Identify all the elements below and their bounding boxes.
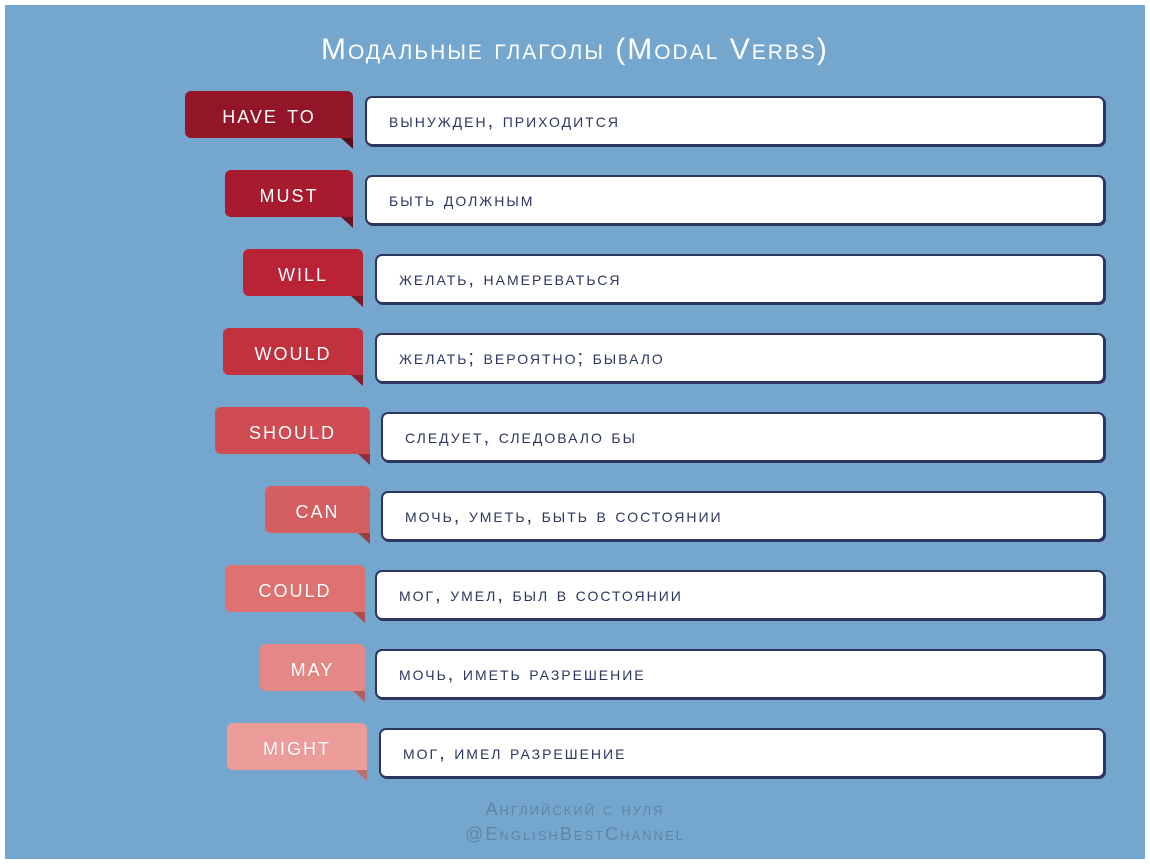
definition-bubble: мочь, уметь, быть в состоянии xyxy=(381,491,1105,541)
verb-row: желать; вероятно; бывало would xyxy=(165,328,1105,383)
tag-fold xyxy=(351,296,363,307)
tag-fold xyxy=(353,612,365,623)
definition-text: вынужден, приходится xyxy=(389,110,620,133)
rows-container: вынужден, приходится have to быть должным m… xyxy=(5,91,1145,778)
definition-bubble: желать, намереваться xyxy=(375,254,1105,304)
tag-fold xyxy=(358,533,370,544)
definition-text: желать, намереваться xyxy=(399,268,621,291)
verb-tag: could xyxy=(225,565,365,612)
definition-bubble: вынужден, приходится xyxy=(365,96,1105,146)
verb-row: быть должным must xyxy=(165,170,1105,225)
footer-line1: Английский с нуля xyxy=(5,797,1145,822)
tag-fold xyxy=(355,770,367,781)
footer: Английский с нуля @EnglishBestChannel xyxy=(5,797,1145,847)
verb-tag: would xyxy=(223,328,363,375)
verb-tag: might xyxy=(227,723,367,770)
verb-tag: must xyxy=(225,170,353,217)
verb-row: вынужден, приходится have to xyxy=(165,91,1105,146)
verb-tag: may xyxy=(260,644,365,691)
definition-text: быть должным xyxy=(389,189,534,212)
verb-tag: will xyxy=(243,249,363,296)
verb-row: мочь, иметь разрешение may xyxy=(165,644,1105,699)
definition-bubble: мог, умел, был в состоянии xyxy=(375,570,1105,620)
definition-bubble: желать; вероятно; бывало xyxy=(375,333,1105,383)
definition-text: мочь, уметь, быть в состоянии xyxy=(405,505,723,528)
tag-fold xyxy=(341,138,353,149)
verb-row: мог, умел, был в состоянии could xyxy=(165,565,1105,620)
verb-row: желать, намереваться will xyxy=(165,249,1105,304)
verb-row: мочь, уметь, быть в состоянии can xyxy=(165,486,1105,541)
definition-text: мог, имел разрешение xyxy=(403,742,626,765)
infographic-card: Модальные глаголы (Modal Verbs) вынужден… xyxy=(5,5,1145,859)
page-title: Модальные глаголы (Modal Verbs) xyxy=(5,33,1145,67)
definition-bubble: мог, имел разрешение xyxy=(379,728,1105,778)
footer-line2: @EnglishBestChannel xyxy=(5,822,1145,847)
definition-text: желать; вероятно; бывало xyxy=(399,347,665,370)
verb-tag: can xyxy=(265,486,370,533)
definition-text: следует, следовало бы xyxy=(405,426,637,449)
tag-fold xyxy=(358,454,370,465)
verb-tag: should xyxy=(215,407,370,454)
definition-bubble: быть должным xyxy=(365,175,1105,225)
verb-row: следует, следовало бы should xyxy=(165,407,1105,462)
verb-tag: have to xyxy=(185,91,353,138)
definition-bubble: мочь, иметь разрешение xyxy=(375,649,1105,699)
definition-text: мог, умел, был в состоянии xyxy=(399,584,683,607)
definition-bubble: следует, следовало бы xyxy=(381,412,1105,462)
tag-fold xyxy=(353,691,365,702)
verb-row: мог, имел разрешение might xyxy=(165,723,1105,778)
tag-fold xyxy=(351,375,363,386)
definition-text: мочь, иметь разрешение xyxy=(399,663,646,686)
tag-fold xyxy=(341,217,353,228)
